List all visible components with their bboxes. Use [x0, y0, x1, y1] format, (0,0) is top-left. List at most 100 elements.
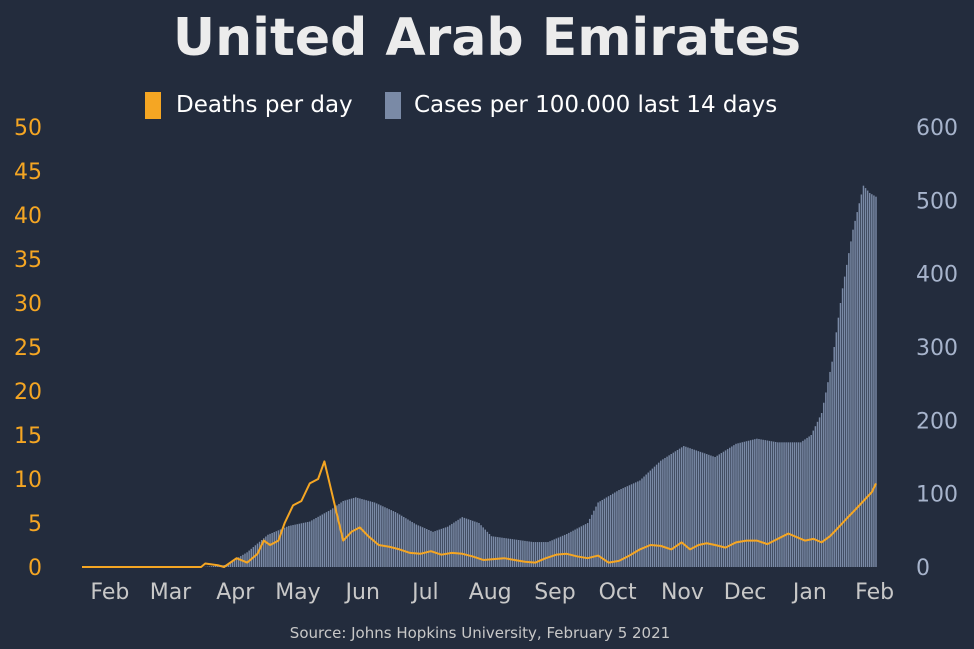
cases-bar [785, 442, 787, 567]
cases-bar [298, 523, 301, 567]
cases-bar [766, 440, 769, 567]
cases-bar [373, 502, 376, 567]
cases-bar [442, 528, 445, 567]
cases-bar [438, 529, 441, 567]
cases-bar [741, 442, 743, 567]
cases-bar [233, 559, 236, 567]
cases-bar [584, 524, 587, 567]
cases-bar [267, 534, 269, 567]
y-left-tick-label: 30 [14, 292, 42, 317]
cases-bar [651, 468, 654, 567]
y-left-tick-label: 0 [28, 556, 42, 581]
cases-bar [467, 519, 470, 567]
legend: Deaths per day Cases per 100.000 last 14… [145, 92, 777, 119]
cases-bar [833, 347, 835, 567]
cases-bar [693, 449, 695, 567]
cases-bar [676, 450, 679, 567]
cases-bar [614, 492, 616, 567]
cases-bar [530, 541, 532, 567]
x-tick-label: Dec [724, 580, 767, 605]
cases-bar [716, 455, 718, 567]
cases-bar [240, 556, 242, 567]
cases-bar [841, 288, 844, 567]
cases-bar [866, 190, 869, 567]
cases-bar [576, 528, 578, 567]
cases-bar [271, 532, 273, 567]
cases-bar [664, 458, 666, 567]
cases-bar [837, 317, 840, 567]
cases-bar [591, 514, 593, 567]
cases-bar [357, 497, 359, 567]
y-left-tick-label: 25 [14, 336, 42, 361]
cases-bar [634, 482, 637, 567]
cases-bar [346, 499, 349, 567]
cases-bar [212, 566, 215, 567]
cases-bar [490, 536, 493, 567]
cases-bar [816, 421, 819, 567]
cases-bar [392, 511, 395, 567]
cases-bar [237, 557, 240, 567]
cases-bar [434, 531, 436, 567]
cases-bar [377, 504, 380, 567]
cases-bar [712, 456, 714, 567]
cases-bar [524, 540, 526, 567]
cases-bar [231, 561, 234, 567]
cases-bar [313, 519, 315, 567]
cases-bar [875, 196, 877, 568]
cases-bar [292, 525, 294, 567]
cases-bar [451, 523, 453, 567]
y-left-tick-label: 35 [14, 248, 42, 273]
cases-bar [846, 264, 848, 567]
cases-bar [680, 447, 683, 567]
cases-bar [505, 538, 507, 567]
cases-bar [674, 451, 677, 567]
chart-title: United Arab Emirates [173, 8, 801, 68]
cases-bar [329, 509, 332, 567]
cases-bar [630, 484, 633, 567]
cases-bar [419, 526, 422, 567]
cases-bar [628, 485, 631, 567]
cases-bar [469, 520, 472, 567]
cases-bar [545, 542, 547, 567]
cases-bar [731, 446, 733, 567]
cases-bar [856, 212, 858, 567]
cases-bar [779, 442, 781, 567]
cases-bar [718, 454, 721, 567]
cases-bar [244, 553, 246, 567]
cases-bar [503, 537, 505, 567]
cases-bar [620, 489, 622, 567]
cases-bar [703, 453, 706, 567]
cases-bar [398, 514, 401, 567]
deaths-line [82, 460, 877, 568]
cases-bar [774, 441, 777, 567]
cases-bar [394, 512, 397, 567]
cases-bar [582, 525, 585, 567]
cases-bar [710, 455, 712, 567]
cases-bar [551, 540, 553, 567]
cases-bar [511, 539, 514, 567]
cases-bar [415, 524, 418, 567]
cases-bar [332, 508, 334, 567]
cases-bar [637, 481, 639, 567]
cases-bar [409, 520, 411, 567]
cases-bar [375, 503, 378, 567]
y-left-tick-label: 40 [14, 204, 42, 229]
cases-bar [555, 538, 558, 567]
cases-bar [806, 437, 808, 567]
cases-bar [463, 517, 466, 567]
cases-bar [465, 518, 468, 567]
cases-bar [593, 510, 595, 567]
cases-bar [235, 558, 238, 567]
cases-bar [474, 521, 476, 567]
cases-bar [829, 371, 831, 567]
cases-bar [522, 540, 524, 567]
cases-bar [440, 528, 443, 567]
cases-bar [338, 503, 340, 567]
cases-bar [453, 522, 455, 567]
cases-bar [217, 565, 219, 567]
cases-bar [281, 528, 284, 567]
cases-bar [657, 462, 660, 567]
cases-bar [488, 534, 491, 567]
cases-bar [639, 480, 641, 567]
cases-bar [428, 529, 430, 567]
